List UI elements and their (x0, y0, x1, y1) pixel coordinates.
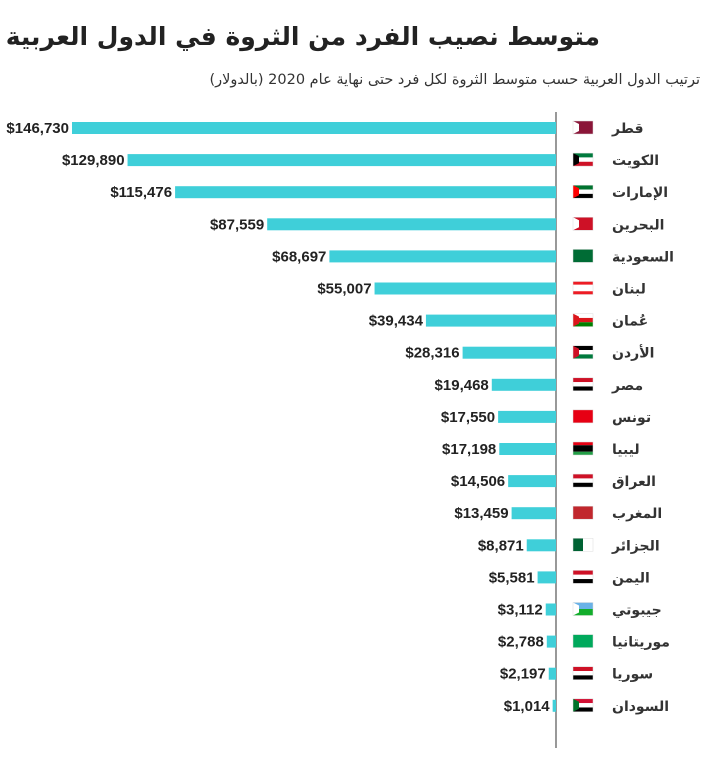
bar (545, 603, 556, 616)
bar (498, 410, 556, 423)
value-label: $14,506 (451, 473, 505, 490)
bar (552, 699, 556, 712)
flag-icon (572, 538, 594, 552)
chart-title: متوسط نصيب الفرد من الثروة في الدول العر… (5, 22, 600, 51)
value-label: $5,581 (489, 569, 535, 586)
flag-icon (572, 313, 594, 327)
country-label: قطر (611, 121, 644, 137)
country-label: جيبوتي (612, 603, 662, 619)
flag-icon (572, 666, 594, 680)
flag-icon (572, 409, 594, 424)
bar (462, 346, 556, 359)
country-label: تونس (612, 410, 651, 426)
flag-icon (572, 698, 594, 713)
country-label: المغرب (612, 506, 662, 522)
bar (508, 475, 556, 488)
bar (546, 635, 556, 648)
flag-icon (572, 441, 594, 456)
bar (175, 186, 556, 199)
flag-icon (572, 249, 594, 263)
country-label: البحرين (612, 217, 664, 233)
value-label: $3,112 (498, 602, 543, 619)
value-label: $13,459 (454, 505, 508, 522)
flag-icon (572, 345, 594, 359)
bar (267, 218, 556, 231)
value-label: $28,316 (405, 345, 459, 362)
value-label: $8,871 (478, 537, 524, 554)
country-label: موريتانيا (612, 635, 670, 651)
country-label: العراق (612, 474, 656, 490)
value-label: $19,468 (435, 377, 489, 394)
country-label: السودان (612, 699, 669, 715)
country-label: مصر (611, 378, 643, 394)
flag-icon (572, 570, 594, 584)
flag-icon (572, 377, 594, 392)
bar (127, 154, 557, 167)
bar (491, 378, 556, 391)
country-label: السعودية (612, 249, 674, 265)
country-label: ليبيا (612, 442, 640, 458)
country-label: لبنان (612, 282, 646, 298)
flag-icon (572, 281, 594, 295)
country-label: عُمان (612, 314, 648, 330)
flag-icon (572, 602, 594, 616)
country-label: سوريا (612, 667, 653, 683)
flag-icon (572, 505, 594, 520)
flag-icon (572, 217, 594, 231)
bar (374, 282, 556, 295)
country-label: الكويت (612, 153, 659, 169)
value-label: $39,434 (369, 313, 424, 330)
flag-icon (572, 634, 594, 648)
bar (548, 667, 556, 680)
bar (425, 314, 556, 327)
flag-icon (572, 184, 594, 199)
flag-icon (572, 120, 594, 135)
value-label: $146,730 (6, 120, 69, 137)
value-label: $1,014 (504, 698, 551, 715)
flag-icon (572, 152, 594, 167)
value-label: $2,197 (500, 666, 546, 683)
value-label: $129,890 (62, 152, 125, 169)
bar (511, 507, 556, 520)
bar (72, 122, 556, 134)
value-label: $55,007 (317, 281, 371, 298)
bar (526, 539, 556, 552)
value-label: $115,476 (110, 184, 172, 201)
country-label: اليمن (612, 570, 650, 586)
bar (499, 443, 556, 455)
chart-subtitle: ترتيب الدول العربية حسب متوسط الثروة لكل… (209, 72, 700, 88)
value-label: $68,697 (272, 248, 326, 265)
country-label: الجزائر (611, 538, 660, 554)
country-label: الأردن (612, 345, 654, 362)
value-label: $87,559 (210, 216, 264, 233)
value-label: $2,788 (498, 634, 544, 651)
value-label: $17,550 (441, 409, 495, 426)
bar (329, 250, 556, 263)
bar (537, 571, 556, 584)
country-label: الإمارات (612, 185, 668, 201)
flag-icon (572, 473, 594, 488)
value-label: $17,198 (442, 441, 496, 458)
